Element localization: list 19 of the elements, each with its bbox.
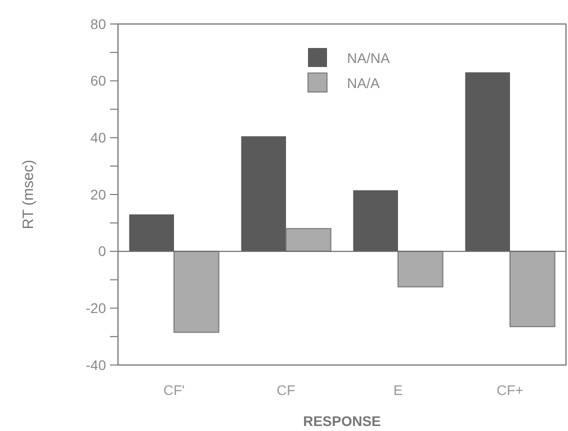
x-axis-title: RESPONSE — [303, 413, 381, 429]
y-tick-label: 40 — [90, 130, 106, 146]
y-tick-label: -40 — [86, 356, 106, 373]
x-tick-label: CF+ — [496, 382, 524, 398]
x-tick-label: CF' — [163, 382, 185, 398]
bar — [398, 250, 444, 288]
x-tick-label: CF — [276, 382, 296, 398]
x-tick-label: E — [393, 382, 403, 398]
legend-label: NA/NA — [347, 50, 390, 66]
y-tick-label: 0 — [98, 243, 106, 260]
bar — [174, 250, 220, 333]
y-tick-label: 80 — [90, 16, 106, 32]
y-axis-title: RT (msec) — [20, 160, 37, 230]
legend-label: NA/A — [347, 74, 380, 91]
bar — [510, 250, 556, 328]
y-tick-label: -20 — [86, 300, 106, 316]
bar — [286, 228, 332, 252]
y-tick-label: 60 — [90, 72, 106, 89]
y-tick-label: 20 — [90, 186, 106, 202]
